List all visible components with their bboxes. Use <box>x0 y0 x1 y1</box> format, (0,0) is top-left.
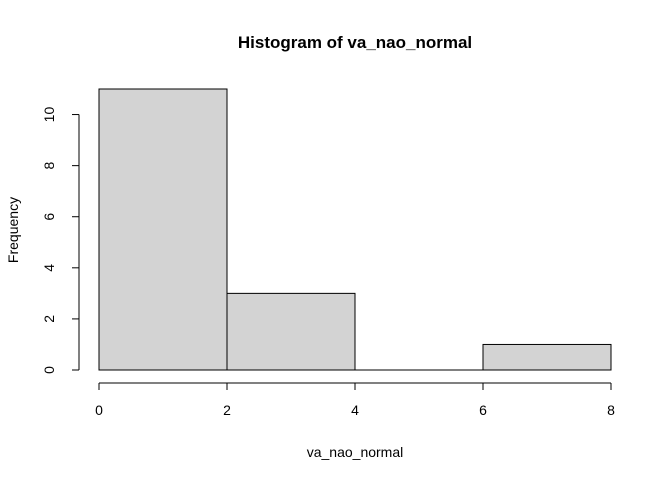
y-tick-label-10: 10 <box>41 107 57 123</box>
x-tick-label-8: 8 <box>607 402 615 418</box>
x-tick-label-0: 0 <box>95 402 103 418</box>
x-tick-label-4: 4 <box>351 402 359 418</box>
y-tick-label-0: 0 <box>41 366 57 374</box>
y-tick-label-2: 2 <box>41 315 57 323</box>
y-axis: 0 2 4 6 8 10 <box>41 107 80 374</box>
x-axis-label: va_nao_normal <box>307 444 404 460</box>
y-tick-label-8: 8 <box>41 162 57 170</box>
bars-group <box>98 88 612 371</box>
y-axis-label: Frequency <box>5 197 21 263</box>
y-tick-label-6: 6 <box>41 213 57 221</box>
x-tick-label-6: 6 <box>479 402 487 418</box>
x-tick-label-2: 2 <box>223 402 231 418</box>
bar-2-4 <box>226 292 356 371</box>
chart-title: Histogram of va_nao_normal <box>238 33 472 52</box>
bar-6-8 <box>482 343 612 371</box>
x-axis: 0 2 4 6 8 <box>95 382 615 418</box>
y-tick-label-4: 4 <box>41 264 57 272</box>
bar-0-2 <box>98 88 228 371</box>
